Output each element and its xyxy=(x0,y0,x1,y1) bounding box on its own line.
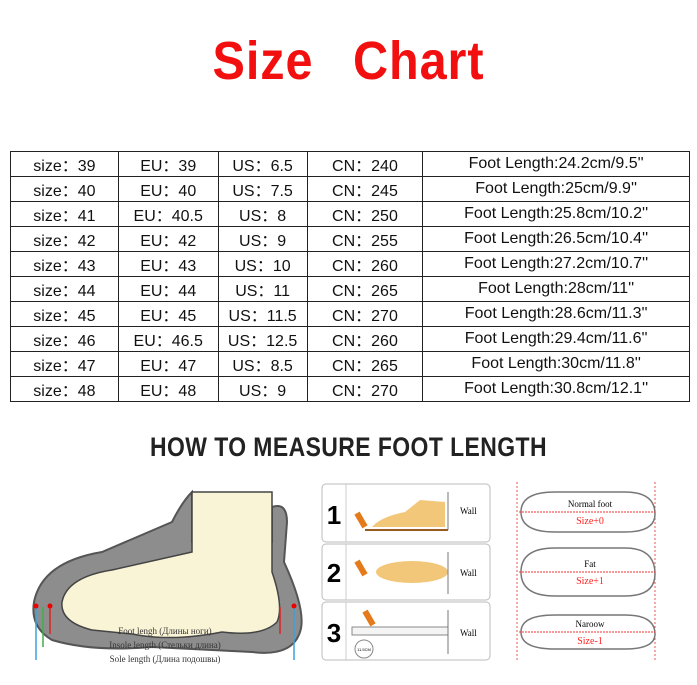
table-row: size：39 EU：39 US：6.5 CN：240 Foot Length:24.2… xyxy=(10,151,690,177)
eu-cell: EU：47 xyxy=(117,351,219,377)
foot-type-0: Normal foot Size+0 xyxy=(519,491,656,533)
foot-length-cell: Foot Length:26.5cm/10.4'' xyxy=(422,226,690,252)
foot-length-cell: Foot Length:27.2cm/10.7'' xyxy=(422,251,690,277)
insole-length-label: Insole length (Стельки длина) xyxy=(109,640,221,650)
wall-label: Wall xyxy=(460,506,477,516)
size-cell: size：47 xyxy=(10,351,119,377)
eu-cell: EU：44 xyxy=(117,276,219,302)
foot-type-name: Normal foot xyxy=(568,499,613,509)
cn-cell: CN：270 xyxy=(306,376,424,402)
us-cell: US：11 xyxy=(217,276,308,302)
foot-length-cell: Foot Length:24.2cm/9.5'' xyxy=(422,151,690,177)
size-cell: size：46 xyxy=(10,326,119,352)
table-row: size：40 EU：40 US：7.5 CN：245 Foot Length:25cm… xyxy=(10,176,690,202)
cn-cell: CN：245 xyxy=(306,176,424,202)
us-cell: US：7.5 xyxy=(217,176,308,202)
step-number: 2 xyxy=(327,558,341,588)
wall-label: Wall xyxy=(460,628,477,638)
shoe-diagram: Foot lengh (Длины ноги) Insole length (С… xyxy=(32,489,303,664)
cn-cell: CN：255 xyxy=(306,226,424,252)
us-cell: US：9 xyxy=(217,226,308,252)
foot-shape xyxy=(61,491,281,639)
step-number: 3 xyxy=(327,618,341,648)
title-word-chart: Chart xyxy=(353,31,485,91)
foot-length-cell: Foot Length:30.8cm/12.1'' xyxy=(422,376,690,402)
eu-cell: EU：48 xyxy=(117,376,219,402)
step-3: 3 11.5CM Wall xyxy=(321,601,491,661)
cn-cell: CN：265 xyxy=(306,276,424,302)
cn-cell: CN：270 xyxy=(306,301,424,327)
eu-cell: EU：40 xyxy=(117,176,219,202)
foot-length-cell: Foot Length:28cm/11'' xyxy=(422,276,690,302)
foot-length-cell: Foot Length:30cm/11.8'' xyxy=(422,351,690,377)
size-cell: size：41 xyxy=(10,201,119,227)
eu-cell: EU：39 xyxy=(117,151,219,177)
table-row: size：45 EU：45 US：11.5 CN：270 Foot Length:28.… xyxy=(10,301,690,327)
size-cell: size：45 xyxy=(10,301,119,327)
cn-cell: CN：250 xyxy=(306,201,424,227)
foot-type-size: Size-1 xyxy=(577,636,603,647)
table-row: size：46 EU：46.5 US：12.5 CN：260 Foot Length:2… xyxy=(10,326,690,352)
foot-length-cell: Foot Length:25.8cm/10.2'' xyxy=(422,201,690,227)
us-cell: US：10 xyxy=(217,251,308,277)
page-title: Size Chart xyxy=(35,30,662,92)
eu-cell: EU：46.5 xyxy=(117,326,219,352)
size-cell: size：39 xyxy=(10,151,119,177)
eu-cell: EU：42 xyxy=(117,226,219,252)
us-cell: US：8 xyxy=(217,201,308,227)
us-cell: US：8.5 xyxy=(217,351,308,377)
eu-cell: EU：45 xyxy=(117,301,219,327)
step-1: 1 Wall xyxy=(321,483,491,543)
foot-type-1: Fat Size+1 xyxy=(519,547,656,597)
size-table: size：39 EU：39 US：6.5 CN：240 Foot Length:24.2… xyxy=(10,151,690,402)
table-row: size：47 EU：47 US：8.5 CN：265 Foot Length:30cm… xyxy=(10,351,690,377)
us-cell: US：12.5 xyxy=(217,326,308,352)
measure-steps-panel: 1 Wall 2 Wall 3 11.5CM Wall xyxy=(321,483,491,661)
table-row: size：41 EU：40.5 US：8 CN：250 Foot Length:25.8… xyxy=(10,201,690,227)
foot-width-types: Normal foot Size+0 Fat Size+1 Naroow Size-1 xyxy=(516,482,656,662)
cn-cell: CN：240 xyxy=(306,151,424,177)
step-number: 1 xyxy=(327,500,341,530)
foot-type-size: Size+0 xyxy=(576,516,604,527)
foot-length-cell: Foot Length:29.4cm/11.6'' xyxy=(422,326,690,352)
cn-cell: CN：260 xyxy=(306,251,424,277)
cn-cell: CN：265 xyxy=(306,351,424,377)
cn-cell: CN：260 xyxy=(306,326,424,352)
size-cell: size：44 xyxy=(10,276,119,302)
foot-length-cell: Foot Length:25cm/9.9'' xyxy=(422,176,690,202)
table-row: size：43 EU：43 US：10 CN：260 Foot Length:27.2c… xyxy=(10,251,690,277)
title-word-size: Size xyxy=(212,31,314,91)
size-cell: size：48 xyxy=(10,376,119,402)
measure-heading: HOW TO MEASURE FOOT LENGTH xyxy=(150,432,547,462)
us-cell: US：9 xyxy=(217,376,308,402)
size-cell: size：40 xyxy=(10,176,119,202)
foot-length-label: Foot lengh (Длины ноги) xyxy=(118,626,211,636)
foot-type-2: Naroow Size-1 xyxy=(519,614,656,650)
table-row: size：48 EU：48 US：9 CN：270 Foot Length:30.8cm… xyxy=(10,376,690,402)
size-cell: size：43 xyxy=(10,251,119,277)
eu-cell: EU：43 xyxy=(117,251,219,277)
ruler-value: 11.5CM xyxy=(357,647,371,652)
size-cell: size：42 xyxy=(10,226,119,252)
eu-cell: EU：40.5 xyxy=(117,201,219,227)
step-2: 2 Wall xyxy=(321,543,491,601)
foot-type-size: Size+1 xyxy=(576,576,604,587)
table-row: size：42 EU：42 US：9 CN：255 Foot Length:26.5cm… xyxy=(10,226,690,252)
foot-type-name: Fat xyxy=(584,559,596,569)
sole-length-label: Sole length (Длина подошвы) xyxy=(110,654,221,664)
wall-label: Wall xyxy=(460,568,477,578)
foot-length-cell: Foot Length:28.6cm/11.3'' xyxy=(422,301,690,327)
us-cell: US：11.5 xyxy=(217,301,308,327)
foot-type-name: Naroow xyxy=(576,619,605,629)
table-row: size：44 EU：44 US：11 CN：265 Foot Length:28cm/… xyxy=(10,276,690,302)
us-cell: US：6.5 xyxy=(217,151,308,177)
